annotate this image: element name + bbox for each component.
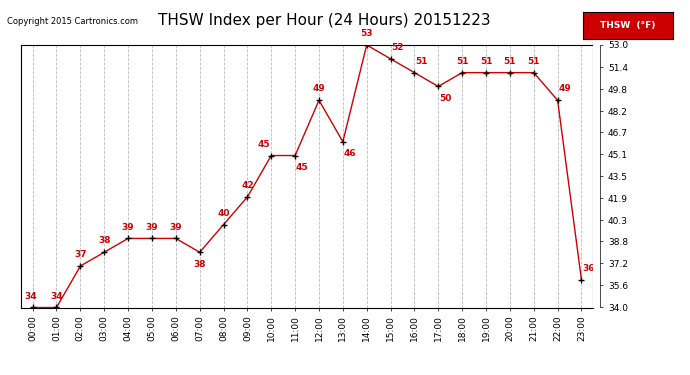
Text: 46: 46 bbox=[344, 149, 356, 158]
Text: 37: 37 bbox=[74, 250, 87, 259]
Text: 34: 34 bbox=[50, 292, 63, 301]
Text: 40: 40 bbox=[217, 209, 230, 218]
Text: 52: 52 bbox=[391, 43, 404, 52]
Text: 45: 45 bbox=[258, 140, 270, 148]
Text: 51: 51 bbox=[504, 57, 516, 66]
Text: 34: 34 bbox=[24, 292, 37, 301]
Text: 39: 39 bbox=[121, 222, 135, 231]
Text: 50: 50 bbox=[440, 94, 452, 103]
Text: 51: 51 bbox=[415, 57, 428, 66]
Text: 49: 49 bbox=[558, 84, 571, 93]
Text: 39: 39 bbox=[146, 222, 158, 231]
Text: THSW  (°F): THSW (°F) bbox=[600, 21, 655, 30]
Text: 51: 51 bbox=[527, 57, 540, 66]
Text: Copyright 2015 Cartronics.com: Copyright 2015 Cartronics.com bbox=[7, 17, 138, 26]
Text: 51: 51 bbox=[480, 57, 492, 66]
Text: 51: 51 bbox=[456, 57, 469, 66]
Text: 39: 39 bbox=[170, 222, 182, 231]
Text: 42: 42 bbox=[241, 181, 254, 190]
Text: 49: 49 bbox=[313, 84, 326, 93]
Text: THSW Index per Hour (24 Hours) 20151223: THSW Index per Hour (24 Hours) 20151223 bbox=[158, 13, 491, 28]
Text: 38: 38 bbox=[98, 236, 110, 245]
Text: 36: 36 bbox=[582, 264, 595, 273]
Text: 38: 38 bbox=[193, 260, 206, 269]
Text: 45: 45 bbox=[296, 163, 308, 172]
Text: 53: 53 bbox=[360, 29, 373, 38]
